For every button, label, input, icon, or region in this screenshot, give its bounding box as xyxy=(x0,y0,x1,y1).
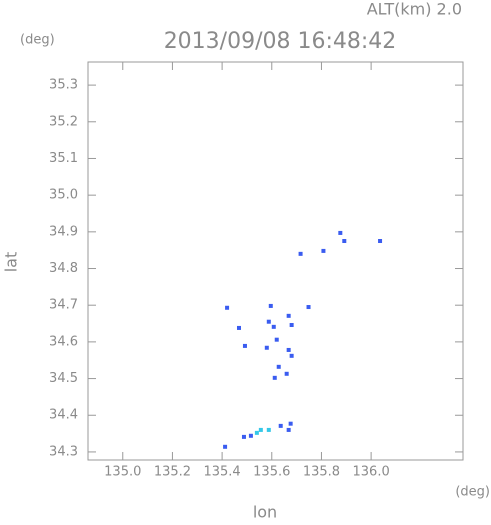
echo-point xyxy=(242,343,247,348)
x-tick-label: 135.8 xyxy=(303,465,340,480)
echo-point xyxy=(264,345,269,350)
echo-point xyxy=(342,239,347,244)
x-tick-label: 135.0 xyxy=(104,465,141,480)
echo-point xyxy=(241,434,246,439)
y-tick-label: 34.3 xyxy=(49,444,78,459)
echo-point xyxy=(248,433,253,438)
y-tick-label: 35.0 xyxy=(49,188,78,203)
echo-point xyxy=(289,353,294,358)
x-tick-label: 136.0 xyxy=(353,465,390,480)
echo-point xyxy=(338,230,343,235)
chart-title: 2013/09/08 16:48:42 xyxy=(164,29,397,54)
y-tick-label: 34.6 xyxy=(49,334,78,349)
echo-point xyxy=(266,427,271,432)
y-tick-label: 34.4 xyxy=(49,408,78,423)
echo-point xyxy=(306,305,311,310)
echo-point xyxy=(272,375,277,380)
plot-frame xyxy=(87,61,464,461)
echo-point xyxy=(289,323,294,328)
echo-point xyxy=(254,430,259,435)
y-unit: (deg) xyxy=(20,33,55,48)
x-tick-label: 135.4 xyxy=(203,465,240,480)
y-tick-label: 35.1 xyxy=(49,151,78,166)
echo-point xyxy=(271,324,276,329)
echo-point xyxy=(286,313,291,318)
y-tick-label: 34.5 xyxy=(49,371,78,386)
echo-point xyxy=(286,427,291,432)
x-tick-label: 135.2 xyxy=(154,465,191,480)
echo-point xyxy=(258,427,263,432)
echo-point xyxy=(284,371,289,376)
altitude-label: ALT(km) 2.0 xyxy=(367,0,462,19)
echo-point xyxy=(276,364,281,369)
echo-point xyxy=(278,423,283,428)
x-axis-label: lon xyxy=(253,503,277,522)
echo-point xyxy=(268,303,273,308)
echo-point xyxy=(223,444,228,449)
x-unit: (deg) xyxy=(455,485,490,500)
echo-point xyxy=(266,319,271,324)
echo-point xyxy=(274,337,279,342)
echo-point xyxy=(225,305,230,310)
x-tick-label: 135.6 xyxy=(253,465,290,480)
echo-point xyxy=(288,421,293,426)
y-tick-label: 34.9 xyxy=(49,224,78,239)
y-tick-label: 35.2 xyxy=(49,114,78,129)
echo-point xyxy=(236,325,241,330)
echo-point xyxy=(298,251,303,256)
y-axis-label: lat xyxy=(2,252,21,273)
y-tick-label: 34.8 xyxy=(49,261,78,276)
echo-point xyxy=(321,248,326,253)
echo-point xyxy=(378,239,383,244)
y-tick-label: 34.7 xyxy=(49,298,78,313)
echo-point xyxy=(286,347,291,352)
y-tick-label: 35.3 xyxy=(49,78,78,93)
